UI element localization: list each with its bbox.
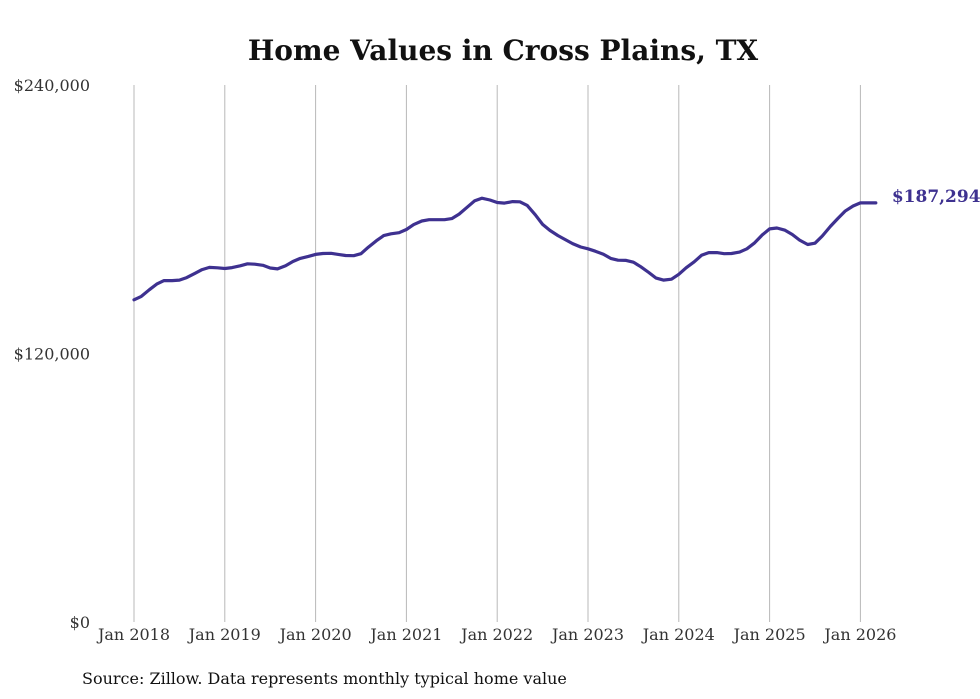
- x-tick-label: Jan 2023: [550, 625, 624, 644]
- latest-value-label: $187,294: [892, 187, 980, 207]
- x-axis-tick-labels: Jan 2018 Jan 2019 Jan 2020 Jan 2021 Jan 2022…: [96, 625, 896, 644]
- x-tick-label: Jan 2024: [641, 625, 715, 644]
- vertical-gridlines: [133, 85, 861, 622]
- x-tick-label: Jan 2021: [368, 625, 442, 644]
- y-tick-label: $240,000: [14, 76, 90, 95]
- y-tick-label: $120,000: [14, 345, 90, 364]
- x-tick-label: Jan 2022: [459, 625, 533, 644]
- x-tick-label: Jan 2018: [96, 625, 170, 644]
- source-note: Source: Zillow. Data represents monthly …: [82, 669, 567, 688]
- y-tick-label: $0: [70, 613, 90, 632]
- x-tick-label: Jan 2026: [822, 625, 896, 644]
- x-tick-label: Jan 2025: [732, 625, 806, 644]
- chart-title: Home Values in Cross Plains, TX: [248, 34, 759, 67]
- x-tick-label: Jan 2019: [187, 625, 261, 644]
- home-value-series-line: [132, 196, 878, 302]
- x-tick-label: Jan 2020: [278, 625, 352, 644]
- y-axis-tick-labels: $0 $120,000 $240,000: [14, 76, 90, 632]
